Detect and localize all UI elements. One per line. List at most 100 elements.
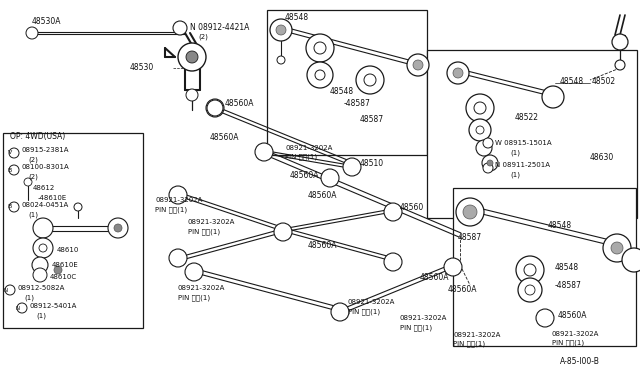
Circle shape <box>24 178 32 186</box>
Circle shape <box>169 249 187 267</box>
Circle shape <box>476 126 484 134</box>
Text: 48560A: 48560A <box>308 190 337 199</box>
Circle shape <box>169 186 187 204</box>
Circle shape <box>114 224 122 232</box>
Circle shape <box>39 244 47 252</box>
Bar <box>427 50 637 218</box>
Text: PIN ピン(1): PIN ピン(1) <box>453 341 485 347</box>
Circle shape <box>516 256 544 284</box>
Circle shape <box>413 60 423 70</box>
Circle shape <box>315 70 325 80</box>
Text: 48587: 48587 <box>458 234 482 243</box>
Text: N 08912-4421A: N 08912-4421A <box>190 22 250 32</box>
Text: 48560A: 48560A <box>210 134 239 142</box>
Text: 48548: 48548 <box>560 77 584 87</box>
Circle shape <box>186 89 198 101</box>
Text: -48610E: -48610E <box>38 195 67 201</box>
Circle shape <box>482 155 498 171</box>
Text: 48560A: 48560A <box>558 311 588 321</box>
Text: (1): (1) <box>510 172 520 178</box>
Circle shape <box>487 160 493 166</box>
Circle shape <box>17 303 27 313</box>
Text: 08921-3202A: 08921-3202A <box>453 332 500 338</box>
Circle shape <box>33 238 53 258</box>
Text: 48548: 48548 <box>285 13 309 22</box>
Circle shape <box>364 74 376 86</box>
Text: 48560A: 48560A <box>290 170 319 180</box>
Circle shape <box>444 258 462 276</box>
Circle shape <box>456 198 484 226</box>
Text: 48560A: 48560A <box>448 285 477 295</box>
Text: 08921-3202A: 08921-3202A <box>155 197 202 203</box>
Text: 48560A: 48560A <box>420 273 449 282</box>
Circle shape <box>32 257 48 273</box>
Text: 48630: 48630 <box>590 154 614 163</box>
Circle shape <box>33 268 47 282</box>
Text: 48560A: 48560A <box>308 241 337 250</box>
Circle shape <box>524 264 536 276</box>
Circle shape <box>54 266 62 274</box>
Circle shape <box>615 60 625 70</box>
Circle shape <box>407 54 429 76</box>
Text: 08921-3202A: 08921-3202A <box>552 331 600 337</box>
Circle shape <box>276 25 286 35</box>
Circle shape <box>483 163 493 173</box>
Text: 08024-0451A: 08024-0451A <box>22 202 69 208</box>
Circle shape <box>5 285 15 295</box>
Circle shape <box>255 143 273 161</box>
Bar <box>267 10 427 155</box>
Text: PIN ピン(1): PIN ピン(1) <box>552 340 584 346</box>
Text: 08912-5401A: 08912-5401A <box>30 303 77 309</box>
Text: 08921-3202A: 08921-3202A <box>285 145 332 151</box>
Circle shape <box>9 202 19 212</box>
Text: B: B <box>8 205 12 209</box>
Circle shape <box>466 94 494 122</box>
Circle shape <box>33 218 53 238</box>
Circle shape <box>611 242 623 254</box>
Circle shape <box>356 66 384 94</box>
Text: 48510: 48510 <box>360 158 384 167</box>
Text: 48610: 48610 <box>57 247 79 253</box>
Circle shape <box>178 43 206 71</box>
Text: 48530: 48530 <box>130 64 154 73</box>
Text: A-85-I00-B: A-85-I00-B <box>560 357 600 366</box>
Text: OP: 4WD(USA): OP: 4WD(USA) <box>10 132 65 141</box>
Circle shape <box>518 278 542 302</box>
Circle shape <box>536 309 554 327</box>
Text: 48610E: 48610E <box>52 262 79 268</box>
Text: PIN ピン(1): PIN ピン(1) <box>178 295 210 301</box>
Circle shape <box>185 263 203 281</box>
Text: 48548: 48548 <box>548 221 572 230</box>
Circle shape <box>384 203 402 221</box>
Text: PIN ピン(1): PIN ピン(1) <box>285 154 317 160</box>
Circle shape <box>463 205 477 219</box>
Text: N: N <box>4 288 8 292</box>
Circle shape <box>447 62 469 84</box>
Text: N 08911-2501A: N 08911-2501A <box>495 162 550 168</box>
Circle shape <box>207 100 223 116</box>
Circle shape <box>453 68 463 78</box>
Text: (1): (1) <box>36 313 46 319</box>
Text: 48502: 48502 <box>592 77 616 87</box>
Text: B: B <box>8 167 12 173</box>
Circle shape <box>186 51 198 63</box>
Text: 08915-2381A: 08915-2381A <box>22 147 70 153</box>
Circle shape <box>173 21 187 35</box>
Text: 08921-3202A: 08921-3202A <box>400 315 447 321</box>
Circle shape <box>306 34 334 62</box>
Text: W 08915-1501A: W 08915-1501A <box>495 140 552 146</box>
Text: (1): (1) <box>28 212 38 218</box>
Circle shape <box>622 248 640 272</box>
Circle shape <box>26 27 38 39</box>
Circle shape <box>603 234 631 262</box>
Text: 48548: 48548 <box>330 87 354 96</box>
Text: PIN ピン(1): PIN ピン(1) <box>400 325 432 331</box>
Text: 48522: 48522 <box>515 113 539 122</box>
Circle shape <box>314 42 326 54</box>
Text: (2): (2) <box>198 34 208 40</box>
Circle shape <box>474 102 486 114</box>
Text: 48560A: 48560A <box>225 99 255 108</box>
Text: PIN ピン(1): PIN ピン(1) <box>348 309 380 315</box>
Text: (2): (2) <box>28 157 38 163</box>
Circle shape <box>206 99 224 117</box>
